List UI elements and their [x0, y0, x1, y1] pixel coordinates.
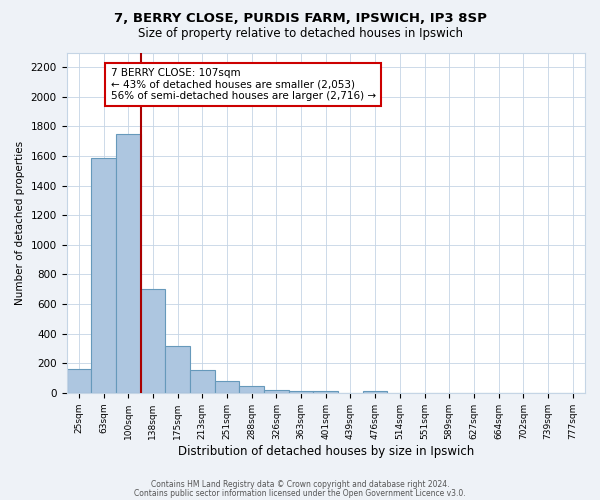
Y-axis label: Number of detached properties: Number of detached properties [15, 140, 25, 304]
Bar [165, 346, 190, 393]
Bar [289, 392, 313, 393]
Bar [140, 290, 165, 393]
Bar [264, 390, 289, 393]
Text: Size of property relative to detached houses in Ipswich: Size of property relative to detached ho… [137, 28, 463, 40]
Bar [116, 134, 140, 393]
Text: Contains HM Land Registry data © Crown copyright and database right 2024.: Contains HM Land Registry data © Crown c… [151, 480, 449, 489]
Bar [239, 386, 264, 393]
Bar [313, 392, 338, 393]
Bar [190, 370, 215, 393]
Bar [215, 381, 239, 393]
Text: Contains public sector information licensed under the Open Government Licence v3: Contains public sector information licen… [134, 488, 466, 498]
X-axis label: Distribution of detached houses by size in Ipswich: Distribution of detached houses by size … [178, 444, 474, 458]
Bar [67, 369, 91, 393]
Bar [91, 158, 116, 393]
Bar [363, 392, 388, 393]
Text: 7, BERRY CLOSE, PURDIS FARM, IPSWICH, IP3 8SP: 7, BERRY CLOSE, PURDIS FARM, IPSWICH, IP… [113, 12, 487, 26]
Text: 7 BERRY CLOSE: 107sqm
← 43% of detached houses are smaller (2,053)
56% of semi-d: 7 BERRY CLOSE: 107sqm ← 43% of detached … [110, 68, 376, 101]
